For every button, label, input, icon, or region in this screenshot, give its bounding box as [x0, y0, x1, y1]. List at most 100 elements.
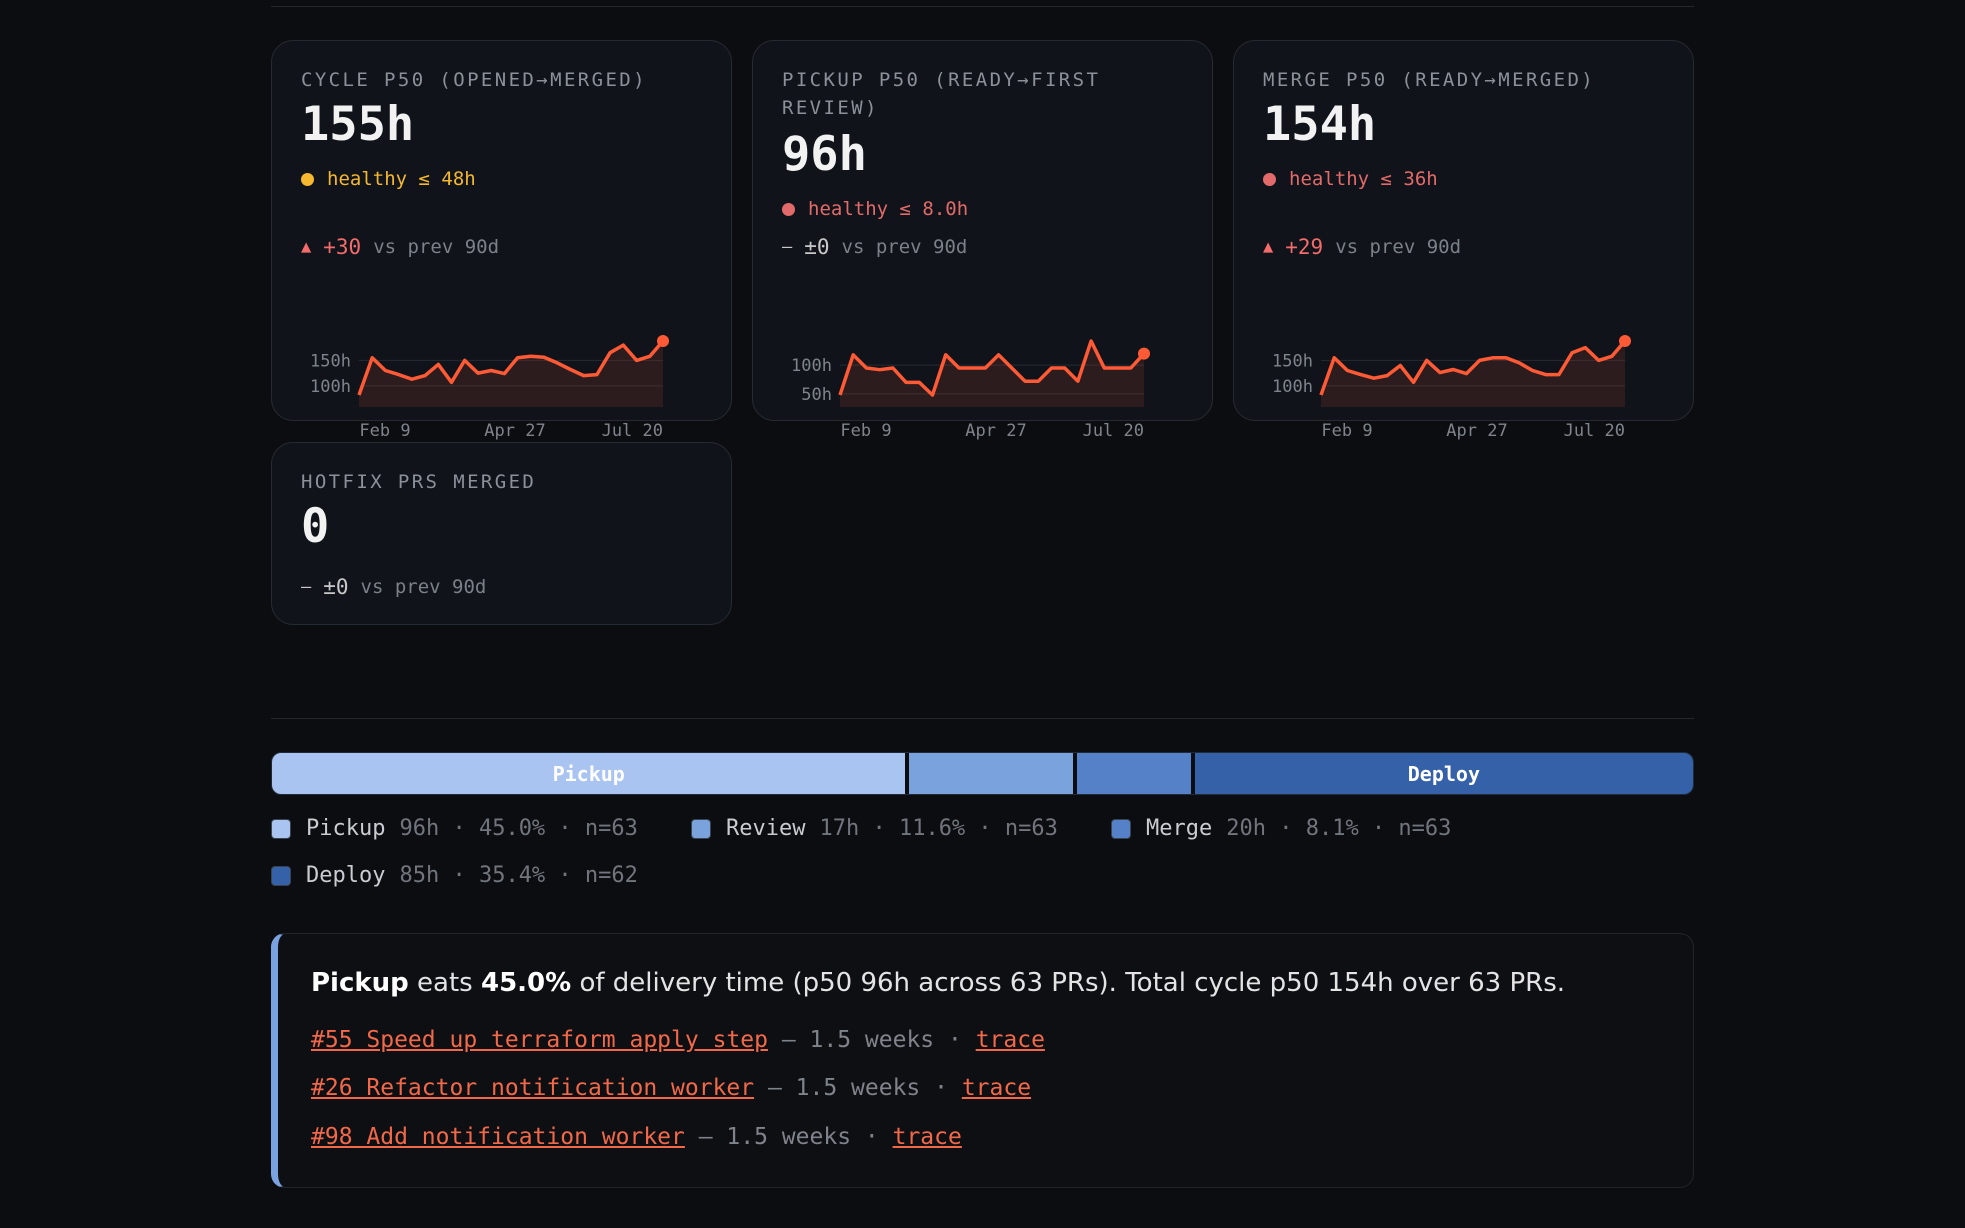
delta-flat-icon: —	[301, 577, 312, 597]
legend-item-review: Review 17h · 11.6% · n=63	[691, 814, 1058, 844]
sparkline-line	[1319, 339, 1627, 396]
sparkline-chart: 150h 100h Feb 9 Apr 27 Jul 20	[310, 335, 669, 441]
sparkline-area	[840, 341, 1144, 407]
delta-value: +30	[323, 235, 362, 259]
delta-suffix: vs prev 90d	[841, 236, 968, 258]
delta-row: — ±0 vs prev 90d	[301, 575, 486, 599]
pr-row: #98 Add notification worker — 1.5 weeks …	[311, 1122, 962, 1152]
delta-value: ±0	[804, 235, 830, 259]
segment-review[interactable]	[905, 753, 1073, 794]
x-tick-label: Feb 9	[840, 421, 891, 441]
delta-suffix: vs prev 90d	[360, 576, 487, 598]
status-dot-icon	[301, 172, 314, 186]
insight-stage: Pickup	[311, 968, 409, 998]
status-dot-icon	[1263, 172, 1276, 186]
sparkline-area	[359, 341, 663, 407]
delta-suffix: vs prev 90d	[373, 236, 500, 258]
trace-link[interactable]: trace	[892, 1124, 962, 1150]
card-title: CYCLE P50 (OPENED→MERGED)	[301, 69, 647, 91]
card-title: MERGE P50 (READY→MERGED)	[1263, 69, 1596, 91]
pr-link[interactable]: #98 Add notification worker	[311, 1124, 685, 1150]
x-tick-label: Jul 20	[1564, 421, 1625, 441]
delta-value: +29	[1285, 235, 1324, 259]
delta-up-icon: ▲	[301, 237, 312, 257]
legend-name: Review	[726, 816, 806, 841]
sparkline-last-point	[1619, 335, 1631, 347]
pr-age: — 1.5 weeks ·	[767, 1027, 976, 1053]
delta-row: ▲ +30 vs prev 90d	[301, 235, 499, 259]
sparkline-last-point	[657, 335, 669, 347]
pr-row: #26 Refactor notification worker — 1.5 w…	[311, 1073, 1031, 1103]
x-tick-label: Jul 20	[602, 421, 663, 441]
trace-link[interactable]: trace	[975, 1027, 1045, 1053]
stage-breakdown-bar: Pickup Deploy	[271, 752, 1694, 795]
merge-p50-card[interactable]: MERGE P50 (READY→MERGED) 154h healthy ≤ …	[1233, 40, 1694, 441]
legend-meta: 96h · 45.0% · n=63	[399, 816, 638, 841]
trace-link[interactable]: trace	[961, 1075, 1032, 1101]
health-label: healthy ≤ 36h	[1289, 168, 1438, 190]
legend-item-merge: Merge 20h · 8.1% · n=63	[1111, 814, 1451, 844]
segment-merge[interactable]	[1072, 753, 1191, 794]
y-tick-label: 150h	[310, 351, 351, 371]
legend-swatch	[271, 819, 291, 839]
x-tick-label: Feb 9	[1321, 421, 1372, 441]
legend-item-deploy: Deploy 85h · 35.4% · n=62	[271, 861, 638, 891]
hotfix-prs-card[interactable]: HOTFIX PRS MERGED 0 — ±0 vs prev 90d	[271, 442, 732, 625]
legend-name: Deploy	[306, 863, 386, 888]
delta-row: ▲ +29 vs prev 90d	[1263, 235, 1461, 259]
legend-swatch	[271, 866, 291, 886]
pr-link[interactable]: #55 Speed up terraform apply step	[311, 1027, 768, 1053]
card-value: 155h	[301, 97, 415, 152]
segment-label: Pickup	[552, 761, 625, 786]
bottleneck-insight-panel: Pickup eats 45.0% of delivery time (p50 …	[271, 933, 1694, 1188]
y-tick-label: 100h	[1272, 377, 1313, 397]
y-tick-label: 50h	[801, 385, 832, 405]
health-indicator: healthy ≤ 8.0h	[782, 197, 968, 221]
x-tick-label: Apr 27	[484, 421, 545, 441]
x-tick-label: Apr 27	[965, 421, 1026, 441]
segment-pickup[interactable]: Pickup	[272, 753, 906, 794]
segment-label: Deploy	[1407, 761, 1480, 786]
delta-row: — ±0 vs prev 90d	[782, 235, 967, 259]
card-title: PICKUP P50 (READY→FIRST REVIEW)	[782, 69, 1101, 119]
status-dot-icon	[782, 202, 795, 216]
segment-deploy[interactable]: Deploy	[1190, 753, 1693, 794]
pr-row: #55 Speed up terraform apply step — 1.5 …	[311, 1025, 1045, 1055]
pr-age: — 1.5 weeks ·	[754, 1075, 962, 1101]
legend-name: Pickup	[306, 816, 386, 841]
delta-flat-icon: —	[782, 237, 793, 257]
insight-percent: 45.0%	[481, 968, 572, 998]
pr-age: — 1.5 weeks ·	[684, 1124, 893, 1150]
health-indicator: healthy ≤ 36h	[1263, 167, 1438, 191]
sparkline-area	[1321, 341, 1625, 407]
delta-suffix: vs prev 90d	[1335, 236, 1462, 258]
y-tick-label: 150h	[1272, 351, 1313, 371]
legend-name: Merge	[1146, 816, 1213, 841]
card-value: 154h	[1263, 97, 1377, 152]
delta-up-icon: ▲	[1263, 237, 1274, 257]
legend-item-pickup: Pickup 96h · 45.0% · n=63	[271, 814, 638, 844]
insight-summary: Pickup eats 45.0% of delivery time (p50 …	[311, 965, 1565, 1001]
cycle-p50-card[interactable]: CYCLE P50 (OPENED→MERGED) 155h healthy ≤…	[271, 40, 732, 441]
sparkline-chart: 100h 50h Feb 9 Apr 27 Jul 20	[791, 339, 1150, 441]
legend-swatch	[691, 819, 711, 839]
sparkline-chart: 150h 100h Feb 9 Apr 27 Jul 20	[1272, 335, 1631, 441]
y-tick-label: 100h	[310, 377, 351, 397]
health-label: healthy ≤ 48h	[327, 168, 476, 190]
legend-meta: 17h · 11.6% · n=63	[819, 816, 1058, 841]
x-tick-label: Apr 27	[1446, 421, 1507, 441]
legend-swatch	[1111, 819, 1131, 839]
sparkline-line	[838, 339, 1146, 397]
x-tick-label: Feb 9	[359, 421, 410, 441]
card-title: HOTFIX PRS MERGED	[301, 471, 537, 493]
pickup-p50-card[interactable]: PICKUP P50 (READY→FIRST REVIEW) 96h heal…	[752, 40, 1213, 441]
sparkline-last-point	[1138, 347, 1150, 360]
pr-link[interactable]: #26 Refactor notification worker	[311, 1075, 755, 1101]
delta-value: ±0	[323, 575, 349, 599]
health-label: healthy ≤ 8.0h	[808, 198, 969, 220]
insight-eats: eats	[408, 968, 481, 998]
x-tick-label: Jul 20	[1083, 421, 1144, 441]
top-divider	[271, 6, 1694, 7]
sparkline-line	[357, 339, 665, 396]
y-tick-label: 100h	[791, 356, 832, 376]
